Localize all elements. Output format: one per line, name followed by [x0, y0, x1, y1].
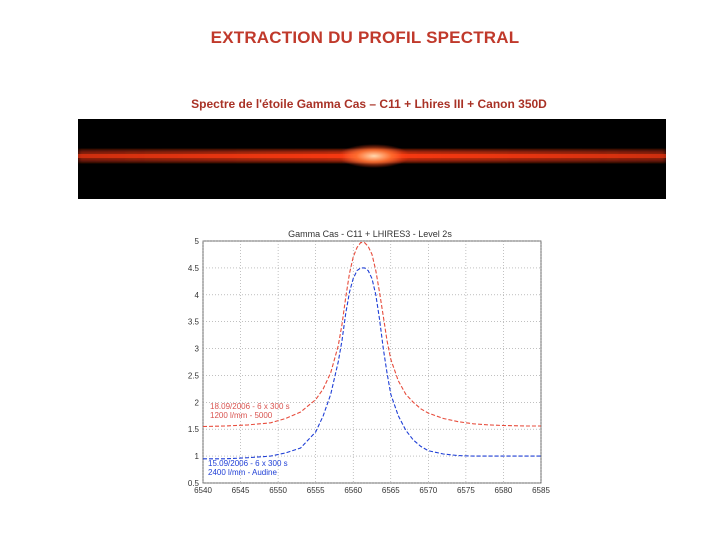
y-tick-label: 3.5: [188, 318, 200, 327]
x-tick-label: 6585: [532, 486, 550, 495]
x-tick-label: 6575: [457, 486, 475, 495]
x-axis-ticks: 6540 6545 6550 6555 6560 6565 6570 6575 6580 6585: [194, 486, 550, 495]
y-tick-label: 2.5: [188, 371, 200, 380]
y-tick-label: 5: [195, 237, 200, 246]
spectrum-image-svg: [78, 144, 666, 168]
y-tick-label: 0.5: [188, 479, 200, 488]
y-tick-label: 4: [195, 291, 200, 300]
x-tick-label: 6545: [232, 486, 250, 495]
legend-red-line1: 18.09/2006 - 6 x 300 s: [210, 402, 290, 411]
legend-blue-line1: 15.09/2006 - 6 x 300 s: [208, 459, 288, 468]
series-group: [202, 242, 541, 460]
series-line-red: [202, 242, 541, 428]
page-title: EXTRACTION DU PROFIL SPECTRAL: [210, 28, 520, 47]
y-tick-label: 3: [195, 345, 200, 354]
x-tick-label: 6580: [495, 486, 513, 495]
y-tick-label: 1: [195, 452, 200, 461]
y-axis-ticks: 0.5 1 1.5 2 2.5 3 3.5 4 4.5 5: [188, 237, 200, 488]
y-tick-label: 4.5: [188, 264, 200, 273]
chart-title: Gamma Cas - C11 + LHIRES3 - Level 2s: [288, 229, 452, 239]
spectrum-image: [78, 119, 666, 199]
page-subtitle: Spectre de l'étoile Gamma Cas – C11 + Lh…: [191, 97, 547, 111]
x-tick-label: 6570: [419, 486, 437, 495]
series-line-blue: [203, 267, 541, 460]
legend-blue-line2: 2400 l/mm - Audine: [208, 468, 277, 477]
y-tick-label: 2: [195, 398, 200, 407]
plot-background: [202, 240, 542, 484]
x-tick-label: 6540: [194, 486, 212, 495]
legend: 18.09/2006 - 6 x 300 s 1200 l/mm - 5000 …: [208, 402, 290, 477]
y-tick-label: 1.5: [188, 425, 200, 434]
x-tick-label: 6555: [307, 486, 325, 495]
legend-red-line2: 1200 l/mm - 5000: [210, 411, 273, 420]
x-tick-label: 6565: [382, 486, 400, 495]
spectrum-emission-line: [338, 144, 410, 168]
x-tick-label: 6550: [269, 486, 287, 495]
x-tick-label: 6560: [344, 486, 362, 495]
grid-lines: [202, 240, 542, 484]
